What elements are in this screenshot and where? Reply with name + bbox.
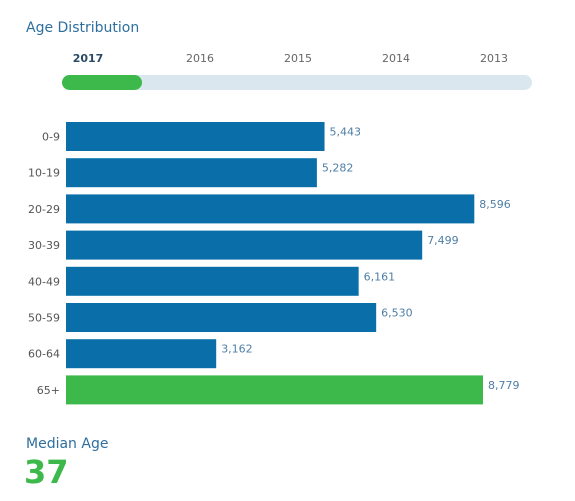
value-label: 7,499 — [427, 234, 459, 247]
bar-0-9[interactable] — [66, 122, 325, 151]
year-tab-2015[interactable]: 2015 — [284, 52, 312, 65]
bar-65+[interactable] — [66, 375, 483, 405]
value-label: 3,162 — [221, 343, 253, 356]
category-label: 60-64 — [28, 348, 60, 361]
category-label: 10-19 — [28, 167, 60, 180]
year-tabs: 2017 2016 2015 2014 2013 — [62, 52, 532, 70]
year-tab-2017[interactable]: 2017 — [72, 52, 104, 65]
value-label: 6,161 — [364, 270, 396, 283]
bar-30-39[interactable] — [66, 230, 423, 260]
category-label: 0-9 — [42, 131, 60, 144]
bar-50-59[interactable] — [66, 303, 377, 332]
timeline-progress-fill — [62, 75, 142, 90]
age-distribution-bar-chart: 0-9 5,443 10-19 5,282 20-29 8,596 30-39 7,499 40… — [28, 122, 520, 405]
median-age-label: Median Age — [26, 436, 109, 452]
value-label: 5,443 — [330, 126, 362, 139]
year-tab-2013[interactable]: 2013 — [480, 52, 508, 65]
category-label: 50-59 — [28, 312, 60, 325]
year-tab-2014[interactable]: 2014 — [382, 52, 410, 65]
bar-20-29[interactable] — [66, 194, 475, 224]
section-title: Age Distribution — [26, 20, 140, 36]
bar-60-64[interactable] — [66, 339, 217, 369]
year-tab-2016[interactable]: 2016 — [186, 52, 214, 65]
category-label: 30-39 — [28, 239, 60, 252]
category-label: 65+ — [37, 384, 60, 397]
value-label: 5,282 — [322, 162, 354, 175]
median-age-value: 37 — [24, 453, 69, 491]
value-label: 6,530 — [381, 307, 413, 320]
bar-10-19[interactable] — [66, 158, 317, 188]
year-timeline-slider[interactable] — [62, 75, 532, 90]
value-label: 8,779 — [488, 379, 520, 392]
bar-40-49[interactable] — [66, 266, 359, 296]
value-label: 8,596 — [479, 198, 511, 211]
category-label: 20-29 — [28, 203, 60, 216]
category-label: 40-49 — [28, 275, 60, 288]
